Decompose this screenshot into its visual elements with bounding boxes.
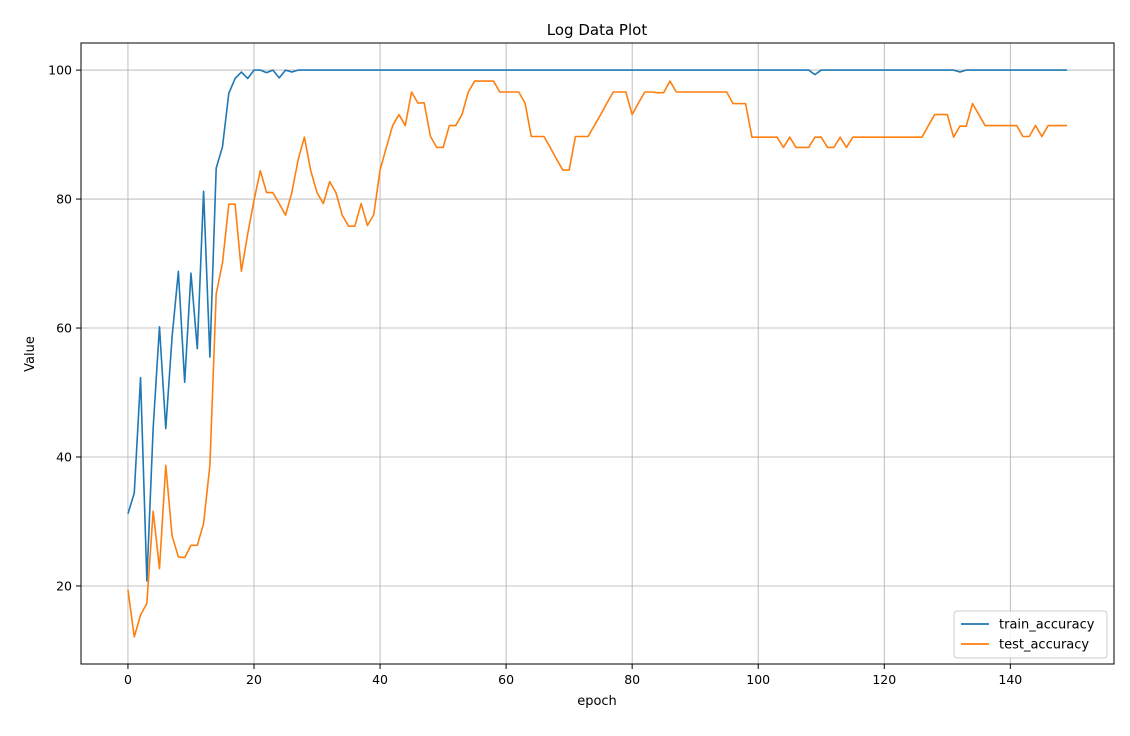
x-tick-label: 80	[624, 672, 640, 687]
y-tick-label: 60	[56, 321, 72, 336]
y-tick-label: 100	[48, 63, 72, 78]
chart-title: Log Data Plot	[547, 21, 648, 39]
grid-lines	[81, 43, 1114, 664]
x-tick-label: 140	[998, 672, 1022, 687]
legend: train_accuracy test_accuracy	[953, 610, 1108, 659]
legend-label-test-accuracy: test_accuracy	[999, 638, 1089, 653]
series-layer	[127, 69, 1068, 638]
x-tick-label: 20	[246, 672, 262, 687]
series-line-test-accuracy	[127, 80, 1068, 638]
legend-box	[953, 610, 1108, 659]
x-tick-label: 60	[498, 672, 514, 687]
x-axis: 0 20 40 60 80 100 120 140	[124, 664, 1022, 687]
x-tick-label: 0	[124, 672, 132, 687]
x-tick-label: 100	[746, 672, 770, 687]
x-tick-label: 40	[372, 672, 388, 687]
y-tick-label: 20	[56, 578, 72, 593]
legend-label-train-accuracy: train_accuracy	[999, 618, 1095, 633]
x-axis-label: epoch	[577, 694, 617, 709]
x-tick-label: 120	[872, 672, 896, 687]
y-axis: 20 40 60 80 100	[48, 63, 81, 593]
plot-frame	[80, 42, 1115, 665]
y-axis-label: Value	[23, 336, 38, 372]
y-tick-label: 80	[56, 192, 72, 207]
series-line-train-accuracy	[127, 69, 1068, 582]
y-tick-label: 40	[56, 450, 72, 465]
